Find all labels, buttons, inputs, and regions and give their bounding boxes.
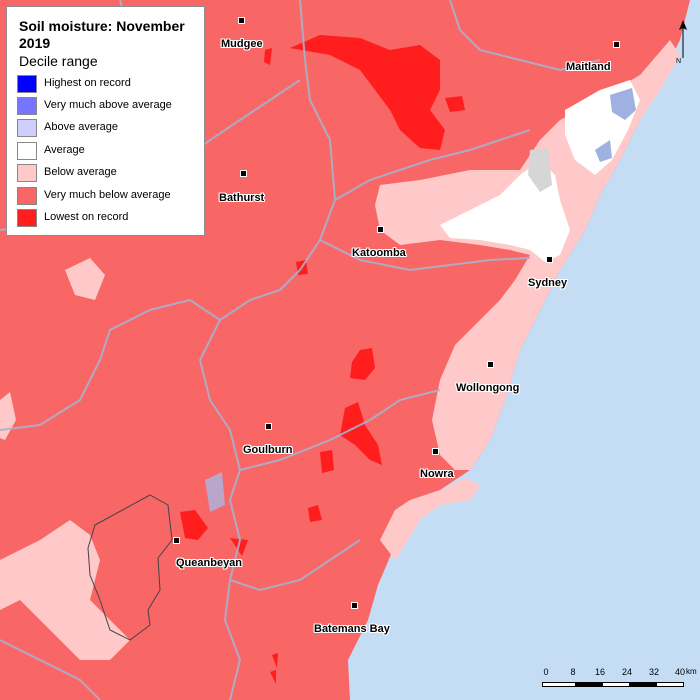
city-marker (432, 448, 439, 455)
legend-item-lowest: Lowest on record (17, 209, 202, 227)
legend-swatch (17, 119, 37, 137)
legend-item-below: Below average (17, 164, 202, 182)
city-marker (546, 256, 553, 263)
legend-swatch (17, 187, 37, 205)
scale-segment (629, 682, 657, 687)
legend-swatch (17, 209, 37, 227)
city-label: Queanbeyan (176, 557, 243, 569)
scale-tick: 0 (543, 667, 549, 677)
scale-tick: 40 (674, 667, 686, 677)
city-label: Wollongong (456, 382, 520, 394)
legend-subtitle: Decile range (19, 53, 98, 69)
legend-item-average: Average (17, 142, 202, 160)
city-label: Batemans Bay (314, 623, 390, 635)
city-marker (487, 361, 494, 368)
scale-segment (602, 682, 630, 687)
legend-swatch (17, 142, 37, 160)
legend-swatch (17, 75, 37, 93)
city-label: Maitland (566, 61, 611, 73)
north-label: N (676, 58, 682, 65)
city-marker (238, 17, 245, 24)
scale-segment (542, 682, 576, 687)
legend-item-very-much-below: Very much below average (17, 187, 202, 205)
city-label: Nowra (420, 468, 454, 480)
legend-swatch (17, 97, 37, 115)
city-marker (265, 423, 272, 430)
scale-tick: 16 (594, 667, 606, 677)
city-label: Katoomba (352, 247, 406, 259)
scale-unit: km (686, 667, 697, 676)
city-label: Goulburn (243, 444, 293, 456)
legend: Soil moisture: November 2019 Decile rang… (6, 6, 205, 236)
legend-item-label: Above average (44, 121, 118, 133)
ocean (348, 0, 700, 700)
legend-item-label: Average (44, 144, 85, 156)
city-marker (351, 602, 358, 609)
scale-segment (656, 682, 684, 687)
lowest-on-record-areas (180, 35, 465, 684)
city-marker (613, 41, 620, 48)
scale-tick: 24 (621, 667, 633, 677)
act-border (87, 494, 173, 641)
city-label: Mudgee (221, 38, 263, 50)
legend-item-label: Very much below average (44, 189, 171, 201)
city-label: Bathurst (219, 192, 265, 204)
legend-item-very-much-above: Very much above average (17, 97, 202, 115)
legend-item-label: Below average (44, 166, 117, 178)
legend-title: Soil moisture: November 2019 (19, 18, 185, 51)
city-marker (377, 226, 384, 233)
city-label: Sydney (528, 277, 568, 289)
scale-tick: 8 (570, 667, 576, 677)
legend-item-above: Above average (17, 119, 202, 137)
north-arrow-icon (679, 20, 687, 58)
north-arrow: N (676, 20, 690, 70)
above-average-areas (205, 88, 636, 512)
legend-item-highest: Highest on record (17, 75, 202, 93)
scale-segment (575, 682, 603, 687)
legend-item-label: Very much above average (44, 99, 172, 111)
legend-item-label: Highest on record (44, 77, 131, 89)
scale-bar: 0 8 16 24 32 40 km (541, 667, 697, 693)
city-marker (240, 170, 247, 177)
legend-swatch (17, 164, 37, 182)
scale-tick: 32 (648, 667, 660, 677)
legend-item-label: Lowest on record (44, 211, 129, 223)
city-marker (173, 537, 180, 544)
